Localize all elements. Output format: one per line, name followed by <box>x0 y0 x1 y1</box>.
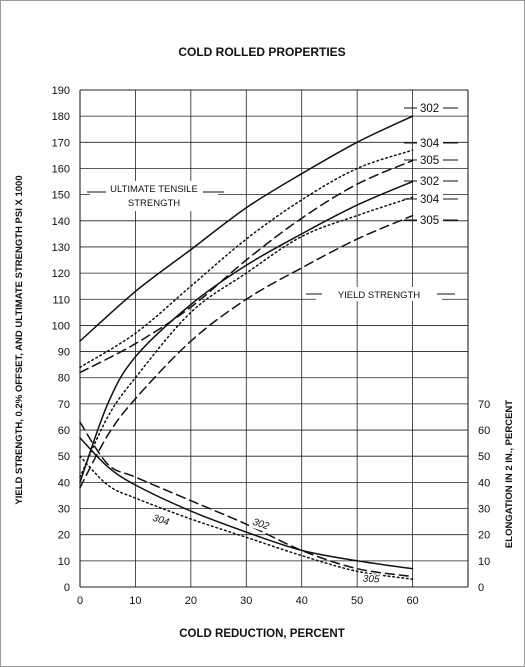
grid <box>79 89 469 588</box>
x-tick-label: 10 <box>129 595 141 607</box>
y-left-tick-label: 40 <box>58 477 70 489</box>
y-left-tick-label: 90 <box>58 347 70 359</box>
series-line-elongation-302 <box>79 421 414 578</box>
y-left-tick-label: 180 <box>52 111 70 123</box>
y-left-tick-label: 50 <box>58 451 70 463</box>
y-right-tick-label: 20 <box>478 530 490 542</box>
series-label-bg <box>417 153 443 166</box>
x-axis-label: COLD REDUCTION, PERCENT <box>179 628 344 640</box>
y-left-tick-label: 80 <box>58 373 70 385</box>
x-tick-label: 30 <box>240 595 252 607</box>
series-lines <box>79 115 414 580</box>
series-line-yield-304 <box>79 196 414 478</box>
y-left-tick-label: 10 <box>58 556 70 568</box>
y-left-tick-label: 0 <box>64 582 70 594</box>
series-label-bg <box>417 101 443 114</box>
y-left-tick-label: 150 <box>52 190 70 202</box>
y-left-tick-label: 190 <box>52 85 70 97</box>
series-line-ultimate_tensile-302 <box>79 115 414 342</box>
y-left-tick-label: 60 <box>58 425 70 437</box>
series-label-yield-302: 302 <box>420 176 439 188</box>
y-left-tick-label: 160 <box>52 163 70 175</box>
series-label-yield-305: 305 <box>420 215 439 227</box>
series-line-yield-305 <box>79 214 414 489</box>
chart-title: COLD ROLLED PROPERTIES <box>178 45 345 59</box>
y-left-tick-label: 140 <box>52 216 70 228</box>
y-right-tick-label: 40 <box>478 477 490 489</box>
annotation-ultimate-tensile-line1: ULTIMATE TENSILE <box>110 184 198 195</box>
series-label-yield-304: 304 <box>420 194 440 206</box>
series-label-bg <box>148 512 173 530</box>
series-label-bg <box>417 213 443 226</box>
series-label-bg <box>417 174 443 187</box>
series-line-elongation-305 <box>79 437 414 570</box>
x-tick-label: 40 <box>296 595 308 607</box>
y-left-tick-label: 20 <box>58 530 70 542</box>
y-left-tick-label: 30 <box>58 504 70 516</box>
series-line-ultimate_tensile-304 <box>79 149 414 369</box>
tick-labels: 0 10 20 30 40 50 60010203040506070809010011012… <box>52 85 491 607</box>
series-label-ultimate_tensile-305: 305 <box>420 155 439 167</box>
series-line-yield-302 <box>79 180 414 484</box>
y-left-tick-label: 70 <box>58 399 70 411</box>
y-left-tick-label: 110 <box>52 294 70 306</box>
series-label-bg <box>417 136 443 149</box>
series-label-elongation-302: 302 <box>251 517 271 533</box>
annotation-ultimate-tensile-line2: STRENGTH <box>128 198 180 209</box>
series-labels: 302 304 305 302 304 305 ULTIMATE TENSILE STRENG… <box>87 101 458 586</box>
y-right-tick-label: 0 <box>478 582 484 594</box>
series-label-bg <box>417 192 443 205</box>
series-label-ultimate_tensile-304: 304 <box>420 138 440 150</box>
y-left-tick-label: 130 <box>52 242 70 254</box>
y-left-tick-label: 120 <box>52 268 70 280</box>
y-right-tick-label: 70 <box>478 399 490 411</box>
annotation-yield-strength: YIELD STRENGTH <box>338 290 420 301</box>
y-right-tick-label: 30 <box>478 504 490 516</box>
y-right-tick-label: 10 <box>478 556 490 568</box>
y-left-tick-label: 170 <box>52 137 70 149</box>
series-label-elongation-305: 305 <box>363 574 381 586</box>
series-label-elongation-304: 304 <box>151 513 171 529</box>
annotation-bg <box>90 181 218 211</box>
series-line-ultimate_tensile-305 <box>79 159 414 374</box>
series-label-bg <box>248 515 273 534</box>
y-axis-left-label: YIELD STRENGTH, 0.2% OFFSET, AND ULTIMAT… <box>14 175 25 504</box>
series-label-bg <box>359 573 383 586</box>
y-right-tick-label: 50 <box>478 451 490 463</box>
x-tick-label: 0 <box>77 595 83 607</box>
series-line-elongation-304 <box>79 455 414 580</box>
annotation-bg <box>316 287 442 301</box>
y-right-tick-label: 60 <box>478 425 490 437</box>
y-axis-right-label: ELONGATION IN 2 IN., PERCENT <box>504 400 515 548</box>
series-label-ultimate_tensile-302: 302 <box>420 103 439 115</box>
x-tick-label: 20 <box>185 595 197 607</box>
x-tick-label: 50 <box>351 595 363 607</box>
y-left-tick-label: 100 <box>52 320 70 332</box>
x-tick-label: 60 <box>406 595 418 607</box>
